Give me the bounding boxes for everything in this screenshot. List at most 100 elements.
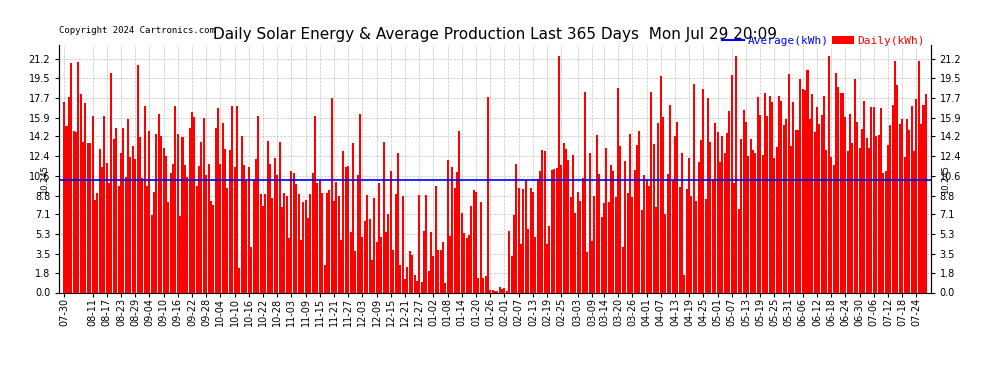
Bar	[683, 274, 685, 292]
Bar	[601, 217, 603, 292]
Bar	[89, 143, 91, 292]
Bar	[627, 194, 629, 292]
Bar	[667, 174, 669, 292]
Bar	[191, 112, 193, 292]
Bar	[368, 219, 370, 292]
Bar	[506, 291, 508, 292]
Bar	[338, 196, 340, 292]
Bar	[343, 151, 345, 292]
Bar	[234, 167, 236, 292]
Bar	[150, 215, 152, 292]
Bar	[669, 105, 671, 292]
Bar	[892, 105, 894, 292]
Bar	[451, 167, 453, 292]
Bar	[731, 75, 733, 292]
Bar	[298, 194, 300, 292]
Bar	[203, 118, 205, 292]
Bar	[416, 281, 418, 292]
Bar	[252, 180, 254, 292]
Bar	[217, 108, 219, 292]
Bar	[662, 117, 664, 292]
Bar	[169, 173, 171, 292]
Bar	[222, 123, 224, 292]
Bar	[700, 140, 702, 292]
Bar	[539, 171, 541, 292]
Bar	[652, 144, 654, 292]
Bar	[286, 196, 288, 292]
Bar	[647, 186, 649, 292]
Bar	[875, 136, 877, 292]
Bar	[655, 207, 657, 292]
Bar	[560, 165, 562, 292]
Bar	[380, 237, 382, 292]
Bar	[499, 287, 501, 292]
Bar	[232, 106, 234, 292]
Bar	[674, 136, 676, 292]
Bar	[504, 288, 506, 292]
Bar	[186, 177, 188, 292]
Bar	[254, 159, 256, 292]
Bar	[470, 206, 472, 292]
Bar	[172, 164, 174, 292]
Bar	[544, 151, 545, 292]
Bar	[736, 56, 738, 292]
Bar	[402, 196, 404, 292]
Bar	[317, 183, 319, 292]
Bar	[115, 128, 117, 292]
Bar	[511, 256, 513, 292]
Bar	[894, 61, 896, 292]
Bar	[773, 158, 775, 292]
Bar	[212, 205, 214, 292]
Bar	[705, 199, 707, 292]
Bar	[671, 181, 673, 292]
Bar	[215, 128, 217, 292]
Bar	[482, 278, 484, 292]
Bar	[395, 194, 397, 292]
Bar	[193, 117, 195, 292]
Bar	[764, 93, 766, 292]
Bar	[868, 148, 870, 292]
Bar	[617, 88, 619, 292]
Bar	[550, 170, 552, 292]
Bar	[833, 165, 835, 292]
Bar	[329, 190, 331, 292]
Bar	[428, 271, 430, 292]
Bar	[461, 213, 463, 292]
Bar	[449, 236, 451, 292]
Bar	[795, 130, 797, 292]
Bar	[84, 104, 86, 292]
Bar	[239, 268, 241, 292]
Bar	[761, 155, 763, 292]
Bar	[771, 102, 773, 292]
Bar	[828, 56, 830, 292]
Bar	[174, 106, 176, 292]
Bar	[250, 248, 252, 292]
Bar	[532, 192, 534, 292]
Bar	[846, 152, 848, 292]
Bar	[873, 107, 875, 292]
Bar	[385, 232, 387, 292]
Bar	[636, 146, 638, 292]
Bar	[290, 171, 292, 292]
Bar	[610, 165, 612, 292]
Bar	[390, 171, 392, 292]
Bar	[870, 107, 872, 292]
Bar	[241, 136, 243, 292]
Bar	[527, 229, 529, 292]
Bar	[142, 178, 144, 292]
Bar	[776, 147, 778, 292]
Bar	[849, 114, 851, 292]
Bar	[409, 251, 411, 292]
Bar	[475, 192, 477, 292]
Bar	[423, 231, 425, 292]
Bar	[487, 96, 489, 292]
Bar	[125, 177, 127, 292]
Bar	[200, 142, 202, 292]
Bar	[148, 131, 150, 292]
Bar	[823, 96, 825, 292]
Bar	[863, 100, 865, 292]
Bar	[887, 145, 889, 292]
Bar	[397, 153, 399, 292]
Bar	[596, 135, 598, 292]
Bar	[688, 158, 690, 292]
